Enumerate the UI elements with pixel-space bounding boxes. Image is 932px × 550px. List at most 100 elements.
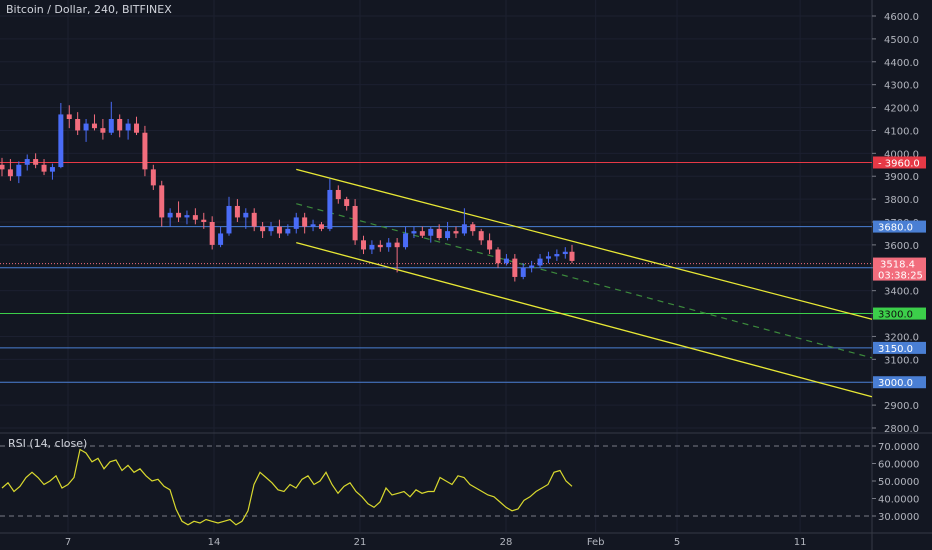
candle-body xyxy=(150,169,156,186)
level-badge-label: 3300.0 xyxy=(878,310,913,321)
level-badge xyxy=(873,307,926,320)
candle-body xyxy=(192,215,198,220)
rsi-line xyxy=(1,448,573,526)
price-tick-label: 3600.0 xyxy=(884,241,919,252)
candle-body xyxy=(268,226,274,232)
candle-body xyxy=(7,169,13,177)
candle-body xyxy=(403,233,409,248)
candle-body xyxy=(134,123,140,133)
candle-body xyxy=(218,233,224,245)
candle-body xyxy=(108,119,114,133)
candle-body xyxy=(562,251,568,255)
candle-body xyxy=(176,212,182,218)
candle-body xyxy=(24,159,30,165)
rsi-tick-label: 50.0000 xyxy=(878,477,919,488)
candle-body xyxy=(184,215,190,218)
candle-body xyxy=(159,185,165,218)
candle-body xyxy=(302,217,308,227)
candle-body xyxy=(411,231,417,234)
time-tick-label: 11 xyxy=(794,537,807,548)
candle-body xyxy=(394,242,400,248)
level-badge-label: 3000.0 xyxy=(878,378,913,389)
candle-body xyxy=(361,240,367,250)
candle-body xyxy=(234,205,240,218)
candle-body xyxy=(318,224,324,229)
candle-body xyxy=(529,265,535,268)
candle-body xyxy=(487,240,493,250)
level-badge xyxy=(873,156,926,169)
price-tick-label: 4400.0 xyxy=(884,58,919,69)
time-tick-label: 14 xyxy=(208,537,221,548)
price-tick-label: 3800.0 xyxy=(884,195,919,206)
candle-body xyxy=(209,222,215,245)
candle-body xyxy=(100,128,106,133)
time-tick-label: Feb xyxy=(587,537,605,548)
candle-body xyxy=(49,167,55,172)
candle-body xyxy=(537,258,543,266)
candle-body xyxy=(167,212,173,218)
candle-body xyxy=(512,258,518,277)
price-tick-label: 3200.0 xyxy=(884,332,919,343)
candle-body xyxy=(226,205,232,234)
candle-body xyxy=(344,199,350,206)
time-tick-label: 21 xyxy=(354,537,367,548)
price-tick-label: 3400.0 xyxy=(884,287,919,298)
candle-body xyxy=(352,205,358,241)
candle-body xyxy=(436,228,442,239)
candle-body xyxy=(554,254,560,257)
candle-body xyxy=(251,212,257,227)
candle-body xyxy=(470,224,476,232)
channel-line-1 xyxy=(296,168,873,320)
candle-body xyxy=(520,267,526,277)
candle-body xyxy=(276,226,282,234)
candle-body xyxy=(503,258,509,264)
rsi-tick-label: 60.0000 xyxy=(878,460,919,471)
last-price-label: 3518.4 xyxy=(880,260,915,271)
price-tick-label: 4000.0 xyxy=(884,149,919,160)
candle-body xyxy=(478,231,484,241)
price-tick-label: 4100.0 xyxy=(884,126,919,137)
time-tick-label: 5 xyxy=(674,537,680,548)
price-tick-label: 2900.0 xyxy=(884,401,919,412)
candle-body xyxy=(66,114,72,119)
candle-body xyxy=(243,212,249,218)
price-tick-label: 3100.0 xyxy=(884,355,919,366)
level-badge xyxy=(873,341,926,354)
rsi-tick-label: 40.0000 xyxy=(878,495,919,506)
candle-body xyxy=(419,231,425,236)
chart-title: Bitcoin / Dollar, 240, BITFINEX xyxy=(6,3,172,16)
candle-body xyxy=(461,224,467,234)
candle-body xyxy=(16,164,22,177)
time-tick-label: 7 xyxy=(65,537,71,548)
candle-body xyxy=(201,219,207,222)
price-tick-label: 4600.0 xyxy=(884,12,919,23)
candle-body xyxy=(445,231,451,239)
candle-body xyxy=(0,164,5,170)
rsi-tick-label: 70.0000 xyxy=(878,442,919,453)
candle-body xyxy=(75,119,81,131)
level-badge xyxy=(873,220,926,233)
level-badge xyxy=(873,376,926,389)
candle-body xyxy=(33,159,39,165)
candle-body xyxy=(293,217,299,229)
candle-body xyxy=(545,256,551,259)
candle-body xyxy=(377,244,383,248)
candle-body xyxy=(310,224,316,227)
last-price-badge xyxy=(873,257,926,281)
candle-body xyxy=(369,244,375,250)
candle-body xyxy=(386,242,392,248)
candle-body xyxy=(569,251,575,261)
candle-body xyxy=(125,123,131,131)
last-price-countdown: 03:38:25 xyxy=(878,271,923,282)
trend-dashed-line xyxy=(296,203,873,359)
candle-body xyxy=(495,249,501,264)
candle-body xyxy=(58,114,64,168)
candle-body xyxy=(142,132,148,170)
time-tick-label: 28 xyxy=(500,537,513,548)
candle-body xyxy=(117,119,123,131)
price-tick-label: 3900.0 xyxy=(884,172,919,183)
candle-body xyxy=(327,189,333,229)
level-badge-label: - 3960.0 xyxy=(878,158,920,169)
